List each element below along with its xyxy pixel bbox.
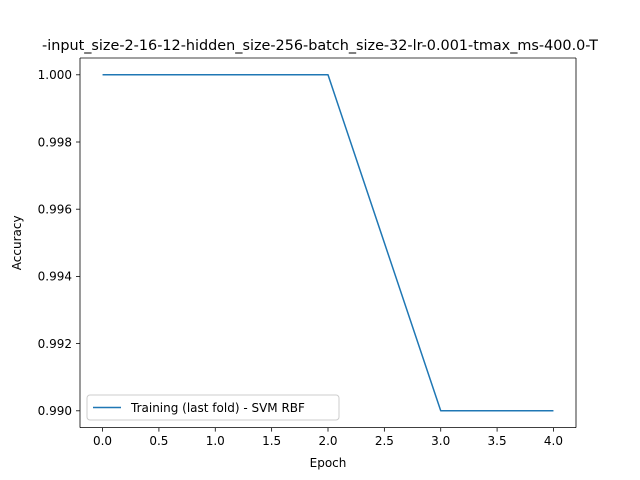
legend-entry: Training (last fold) - SVM RBF	[130, 401, 305, 415]
x-tick-label: 2.5	[375, 434, 394, 448]
y-tick-label: 0.992	[38, 337, 72, 351]
plot-area	[80, 58, 576, 428]
x-tick-label: 0.5	[149, 434, 168, 448]
y-tick-label: 1.000	[38, 68, 72, 82]
x-tick-label: 4.0	[544, 434, 563, 448]
y-tick-label: 0.998	[38, 135, 72, 149]
x-tick-label: 3.5	[488, 434, 507, 448]
y-axis-ticks: 0.990 0.992 0.994 0.996 0.998 1.000	[38, 68, 80, 418]
legend: Training (last fold) - SVM RBF	[86, 394, 340, 421]
axes-frame	[79, 57, 577, 429]
series-layer	[102, 74, 554, 412]
y-tick-label: 0.990	[38, 404, 72, 418]
x-tick-label: 3.0	[431, 434, 450, 448]
legend-frame	[86, 394, 340, 421]
y-axis-label: Accuracy	[10, 215, 24, 270]
y-tick-label: 0.994	[38, 270, 72, 284]
chart-title: -input_size-2-16-12-hidden_size-256-batc…	[42, 38, 598, 54]
x-tick-label: 1.0	[206, 434, 225, 448]
x-axis-ticks: 0.0 0.5 1.0 1.5 2.0 2.5 3.0 3.5 4.0	[93, 427, 563, 448]
x-axis-label: Epoch	[310, 456, 347, 470]
series-line-0	[102, 74, 554, 412]
x-tick-label: 2.0	[318, 434, 337, 448]
y-tick-label: 0.996	[38, 203, 72, 217]
x-tick-label: 0.0	[93, 434, 112, 448]
x-tick-label: 1.5	[262, 434, 281, 448]
